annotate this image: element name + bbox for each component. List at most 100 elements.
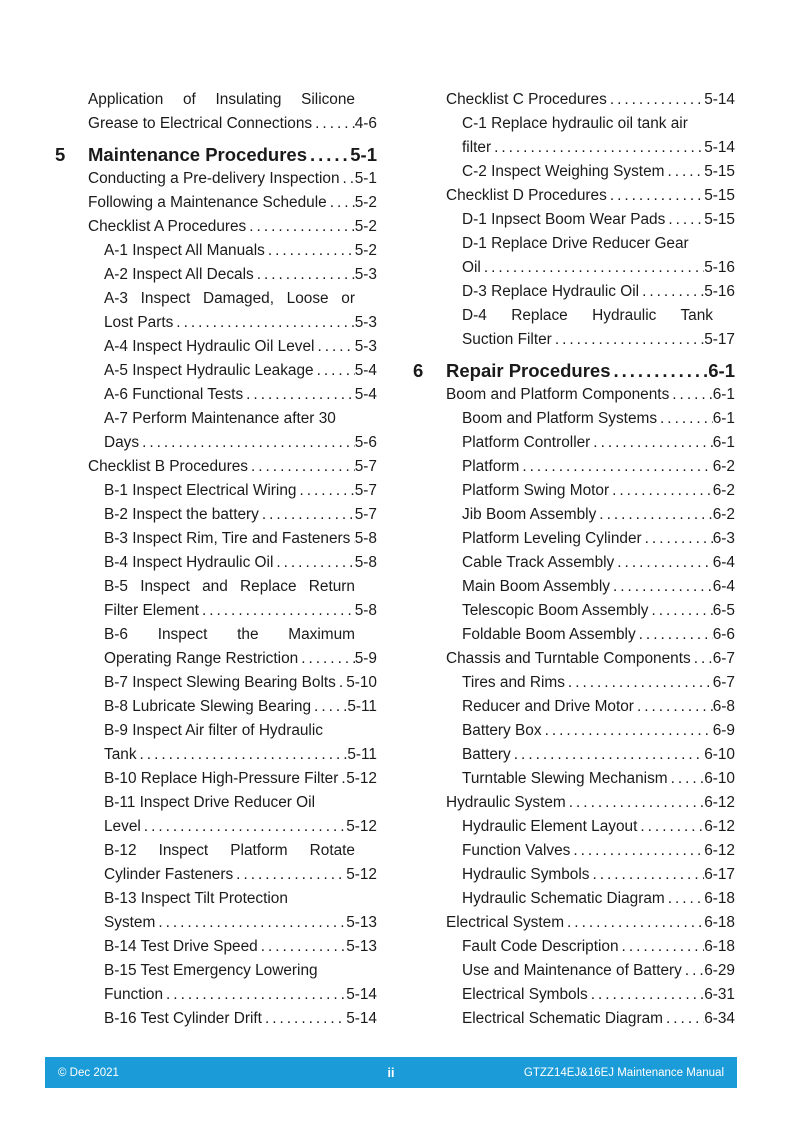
dot-leader: ........................................… <box>276 554 354 571</box>
toc-entry-text: Hydraulic Symbols <box>462 866 590 883</box>
toc-section-heading[interactable]: 5 Maintenance Procedures.................… <box>55 142 377 167</box>
toc-entry-text: A-4 Inspect Hydraulic Oil Level <box>104 338 315 355</box>
toc-entry[interactable]: D-3 Replace Hydraulic Oil...............… <box>413 280 735 304</box>
toc-entry[interactable]: D-4 Replace Hydraulic Tank <box>413 304 735 328</box>
toc-entry[interactable]: A-6 Functional Tests....................… <box>55 383 377 407</box>
toc-entry[interactable]: Days....................................… <box>55 431 377 455</box>
toc-page-number: 6-10 <box>704 746 735 763</box>
toc-entry[interactable]: B-8 Lubricate Slewing Bearing...........… <box>55 695 377 719</box>
dot-leader: ........................................… <box>342 170 355 187</box>
toc-entry[interactable]: B-6 Inspect the Maximum <box>55 623 377 647</box>
toc-entry[interactable]: Cable Track Assembly....................… <box>413 551 735 575</box>
dot-leader: ........................................… <box>544 722 713 739</box>
toc-entry[interactable]: Checklist B Procedures..................… <box>55 455 377 479</box>
toc-entry[interactable]: Grease to Electrical Connections........… <box>55 112 377 136</box>
toc-entry[interactable]: B-15 Test Emergency Lowering <box>55 959 377 983</box>
toc-entry[interactable]: Filter Element..........................… <box>55 599 377 623</box>
toc-entry-text: D-3 Replace Hydraulic Oil <box>462 283 640 300</box>
toc-page-number: 6-6 <box>712 626 735 643</box>
toc-entry[interactable]: Platform Leveling Cylinder..............… <box>413 527 735 551</box>
toc-page-number: 5-13 <box>346 914 377 931</box>
toc-entry[interactable]: Operating Range Restriction.............… <box>55 647 377 671</box>
toc-entry[interactable]: C-1 Replace hydraulic oil tank air <box>413 112 735 136</box>
toc-entry[interactable]: A-2 Inspect All Decals..................… <box>55 263 377 287</box>
toc-entry[interactable]: C-2 Inspect Weighing System.............… <box>413 160 735 184</box>
toc-section-heading[interactable]: 6 Repair Procedures......................… <box>413 358 735 383</box>
toc-entry[interactable]: Battery Box.............................… <box>413 719 735 743</box>
toc-entry-text: Cable Track Assembly <box>462 554 615 571</box>
toc-entry[interactable]: Following a Maintenance Schedule........… <box>55 191 377 215</box>
dot-leader: ........................................… <box>261 506 355 523</box>
toc-entry[interactable]: Battery.................................… <box>413 743 735 767</box>
toc-entry[interactable]: A-1 Inspect All Manuals.................… <box>55 239 377 263</box>
toc-entry[interactable]: A-4 Inspect Hydraulic Oil Level.........… <box>55 335 377 359</box>
toc-entry[interactable]: B-2 Inspect the battery.................… <box>55 503 377 527</box>
toc-entry[interactable]: Hydraulic Symbols.......................… <box>413 863 735 887</box>
toc-entry[interactable]: B-5 Inspect and Replace Return <box>55 575 377 599</box>
toc-entry[interactable]: B-9 Inspect Air filter of Hydraulic <box>55 719 377 743</box>
toc-entry[interactable]: Boom and Platform Components............… <box>413 383 735 407</box>
toc-entry[interactable]: D-1 Replace Drive Reducer Gear <box>413 232 735 256</box>
toc-entry[interactable]: A-5 Inspect Hydraulic Leakage...........… <box>55 359 377 383</box>
toc-entry-text: Tank <box>104 746 137 763</box>
toc-entry[interactable]: Electrical Symbols......................… <box>413 983 735 1007</box>
toc-entry[interactable]: Reducer and Drive Motor.................… <box>413 695 735 719</box>
toc-page-number: 5-14 <box>346 1010 377 1027</box>
toc-entry[interactable]: Chassis and Turntable Components........… <box>413 647 735 671</box>
toc-entry[interactable]: Foldable Boom Assembly..................… <box>413 623 735 647</box>
toc-entry-text: B-4 Inspect Hydraulic Oil <box>104 554 274 571</box>
toc-entry[interactable]: Checklist A Procedures..................… <box>55 215 377 239</box>
toc-entry[interactable]: B-11 Inspect Drive Reducer Oil <box>55 791 377 815</box>
toc-entry[interactable]: Oil.....................................… <box>413 256 735 280</box>
toc-entry[interactable]: filter..................................… <box>413 136 735 160</box>
toc-entry[interactable]: Platform................................… <box>413 455 735 479</box>
toc-entry[interactable]: Jib Boom Assembly.......................… <box>413 503 735 527</box>
toc-entry[interactable]: Electrical Schematic Diagram............… <box>413 1007 735 1031</box>
toc-entry[interactable]: System..................................… <box>55 911 377 935</box>
toc-entry[interactable]: Use and Maintenance of Battery..........… <box>413 959 735 983</box>
dot-leader: ........................................… <box>599 506 712 523</box>
toc-entry[interactable]: Checklist D Procedures..................… <box>413 184 735 208</box>
toc-entry[interactable]: Application of Insulating Silicone <box>55 88 377 112</box>
dot-leader: ........................................… <box>568 794 705 811</box>
toc-entry[interactable]: Telescopic Boom Assembly................… <box>413 599 735 623</box>
toc-page-number: 5-6 <box>354 434 377 451</box>
toc-entry[interactable]: B-4 Inspect Hydraulic Oil...............… <box>55 551 377 575</box>
toc-entry[interactable]: Cylinder Fasteners......................… <box>55 863 377 887</box>
toc-entry[interactable]: B-10 Replace High-Pressure Filter.......… <box>55 767 377 791</box>
toc-entry[interactable]: Hydraulic Schematic Diagram.............… <box>413 887 735 911</box>
toc-entry[interactable]: Boom and Platform Systems...............… <box>413 407 735 431</box>
toc-entry[interactable]: Electrical System.......................… <box>413 911 735 935</box>
toc-entry[interactable]: Function................................… <box>55 983 377 1007</box>
toc-entry[interactable]: B-1 Inspect Electrical Wiring...........… <box>55 479 377 503</box>
toc-entry[interactable]: B-12 Inspect Platform Rotate <box>55 839 377 863</box>
toc-entry[interactable]: Hydraulic System........................… <box>413 791 735 815</box>
toc-entry[interactable]: Fault Code Description..................… <box>413 935 735 959</box>
toc-page-number: 4-6 <box>354 115 377 132</box>
dot-leader: ........................................… <box>609 187 705 204</box>
toc-entry[interactable]: A-3 Inspect Damaged, Loose or <box>55 287 377 311</box>
toc-entry[interactable]: Conducting a Pre-delivery Inspection....… <box>55 167 377 191</box>
toc-entry[interactable]: B-14 Test Drive Speed...................… <box>55 935 377 959</box>
toc-entry[interactable]: A-7 Perform Maintenance after 30 <box>55 407 377 431</box>
toc-entry[interactable]: B-13 Inspect Tilt Protection <box>55 887 377 911</box>
toc-entry[interactable]: Function Valves.........................… <box>413 839 735 863</box>
toc-section-number: 5 <box>55 144 66 165</box>
toc-entry[interactable]: Main Boom Assembly......................… <box>413 575 735 599</box>
toc-entry[interactable]: Hydraulic Element Layout................… <box>413 815 735 839</box>
toc-entry[interactable]: Checklist C Procedures..................… <box>413 88 735 112</box>
toc-entry[interactable]: Turntable Slewing Mechanism.............… <box>413 767 735 791</box>
dot-leader: ........................................… <box>667 890 705 907</box>
toc-entry[interactable]: Tires and Rims..........................… <box>413 671 735 695</box>
toc-entry[interactable]: Suction Filter..........................… <box>413 328 735 352</box>
toc-entry[interactable]: B-7 Inspect Slewing Bearing Bolts.......… <box>55 671 377 695</box>
toc-entry[interactable]: Level...................................… <box>55 815 377 839</box>
toc-entry[interactable]: B-3 Inspect Rim, Tire and Fasteners.....… <box>55 527 377 551</box>
toc-entry[interactable]: Platform Swing Motor....................… <box>413 479 735 503</box>
toc-entry[interactable]: Tank....................................… <box>55 743 377 767</box>
toc-entry[interactable]: Lost Parts..............................… <box>55 311 377 335</box>
toc-entry[interactable]: B-16 Test Cylinder Drift................… <box>55 1007 377 1031</box>
toc-entry[interactable]: D-1 Inpsect Boom Wear Pads..............… <box>413 208 735 232</box>
toc-entry-text: B-11 Inspect Drive Reducer Oil <box>104 794 315 811</box>
toc-entry[interactable]: Platform Controller.....................… <box>413 431 735 455</box>
